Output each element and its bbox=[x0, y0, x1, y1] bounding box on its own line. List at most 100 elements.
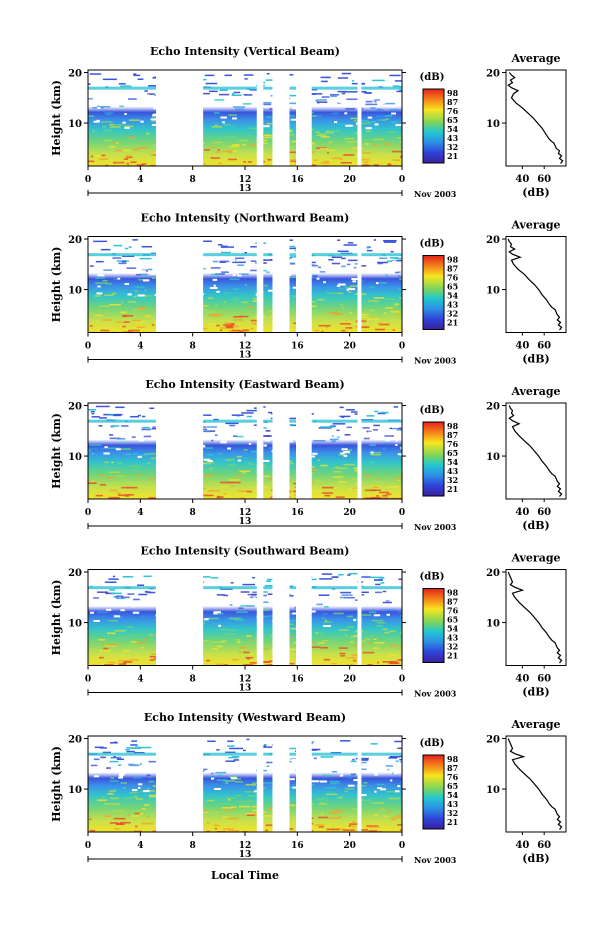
echo-streak bbox=[400, 141, 402, 143]
upper-echo bbox=[288, 247, 298, 250]
echo-streak bbox=[375, 497, 381, 499]
echo-gap-speckle bbox=[205, 433, 213, 436]
echo-gap-speckle bbox=[381, 598, 389, 601]
echo-streak bbox=[247, 161, 252, 163]
upper-echo bbox=[109, 589, 116, 591]
echo-gap-speckle bbox=[323, 624, 331, 627]
echo-streak bbox=[325, 793, 338, 796]
echo-streak bbox=[400, 469, 402, 471]
echo-streak bbox=[324, 787, 337, 789]
average-profile-line bbox=[507, 238, 563, 331]
echo-streak bbox=[397, 479, 400, 482]
echo-streak bbox=[369, 451, 382, 454]
echo-streak bbox=[383, 442, 392, 445]
echo-streak bbox=[215, 151, 222, 153]
echo-streak bbox=[215, 663, 223, 666]
echo-streak bbox=[269, 660, 273, 662]
echo-streak bbox=[221, 271, 229, 273]
echo-streak bbox=[207, 297, 214, 300]
echo-streak bbox=[108, 661, 116, 664]
echo-streak bbox=[317, 642, 325, 644]
echo-streak bbox=[239, 617, 243, 620]
echo-streak bbox=[210, 146, 217, 149]
echo-gap-speckle bbox=[395, 124, 402, 127]
tropopause-band bbox=[88, 586, 402, 590]
echo-streak bbox=[101, 643, 106, 645]
echo-gap-speckle bbox=[292, 107, 300, 110]
echo-streak bbox=[107, 447, 120, 449]
echo-streak bbox=[120, 301, 124, 304]
echo-streak bbox=[237, 264, 245, 267]
echo-streak bbox=[118, 764, 122, 766]
echo-streak bbox=[228, 158, 237, 161]
echo-streak bbox=[322, 774, 333, 777]
echo-streak bbox=[368, 642, 371, 644]
upper-echo bbox=[126, 750, 135, 753]
echo-streak bbox=[332, 313, 341, 315]
echo-gap-speckle bbox=[124, 126, 130, 129]
echo-streak bbox=[352, 487, 357, 490]
echo-streak bbox=[94, 295, 102, 297]
y-tick-label: 20 bbox=[68, 235, 82, 246]
upper-echo bbox=[397, 747, 402, 750]
echo-streak bbox=[249, 653, 253, 656]
upper-echo bbox=[329, 425, 336, 427]
echo-gap-speckle bbox=[292, 612, 300, 615]
echo-streak bbox=[113, 596, 120, 598]
echo-gap-speckle bbox=[377, 787, 383, 790]
echo-streak bbox=[386, 790, 396, 793]
echo-streak bbox=[318, 801, 324, 803]
echo-streak bbox=[229, 775, 238, 778]
echo-streak bbox=[235, 639, 241, 641]
echo-streak bbox=[324, 494, 331, 497]
echo-streak bbox=[310, 264, 315, 266]
echo-streak bbox=[376, 625, 383, 627]
echo-streak bbox=[233, 759, 240, 761]
upper-echo bbox=[227, 740, 234, 743]
echo-gap-speckle bbox=[395, 269, 402, 272]
echo-streak bbox=[104, 645, 116, 647]
echo-streak bbox=[385, 118, 390, 120]
echo-streak bbox=[119, 821, 131, 824]
echo-streak bbox=[214, 824, 220, 827]
echo-gap-speckle bbox=[395, 764, 398, 767]
echo-streak bbox=[326, 791, 336, 794]
echo-streak bbox=[260, 101, 272, 104]
echo-streak bbox=[131, 815, 140, 817]
x-tick-label: 20 bbox=[343, 175, 356, 185]
echo-streak bbox=[235, 800, 244, 803]
echo-gap-speckle bbox=[223, 431, 229, 434]
echo-streak bbox=[384, 115, 393, 117]
colorbar-tick-label: 65 bbox=[447, 781, 458, 791]
echo-streak bbox=[227, 325, 239, 328]
echo-gap-speckle bbox=[244, 602, 248, 605]
upper-echo bbox=[242, 749, 246, 752]
upper-echo bbox=[246, 415, 252, 418]
echo-streak bbox=[323, 160, 330, 163]
tropopause-band bbox=[88, 752, 402, 756]
echo-streak bbox=[330, 782, 341, 785]
upper-echo bbox=[264, 584, 279, 587]
x-tick-label: 8 bbox=[190, 675, 196, 685]
echo-streak bbox=[364, 489, 377, 492]
y-axis-label: Height (km) bbox=[50, 580, 63, 656]
y-tick-label: 10 bbox=[68, 119, 82, 130]
echo-streak bbox=[323, 658, 331, 661]
upper-echo bbox=[225, 760, 236, 762]
upper-echo bbox=[383, 241, 396, 243]
echo-streak bbox=[294, 494, 298, 497]
average-profile-line bbox=[507, 571, 563, 664]
echo-streak bbox=[120, 149, 131, 152]
upper-echo bbox=[321, 80, 328, 83]
upper-echo bbox=[111, 592, 122, 595]
echo-streak bbox=[139, 454, 149, 457]
y-tick-label: 20 bbox=[68, 69, 82, 80]
echo-streak bbox=[141, 163, 147, 165]
upper-echo bbox=[375, 583, 381, 586]
upper-echo bbox=[360, 591, 369, 594]
echo-streak bbox=[214, 99, 225, 101]
echo-gap-speckle bbox=[113, 95, 121, 98]
colorbar-tick-label: 32 bbox=[447, 808, 458, 818]
echo-streak bbox=[353, 635, 359, 637]
x-tick-label: 4 bbox=[137, 675, 143, 685]
